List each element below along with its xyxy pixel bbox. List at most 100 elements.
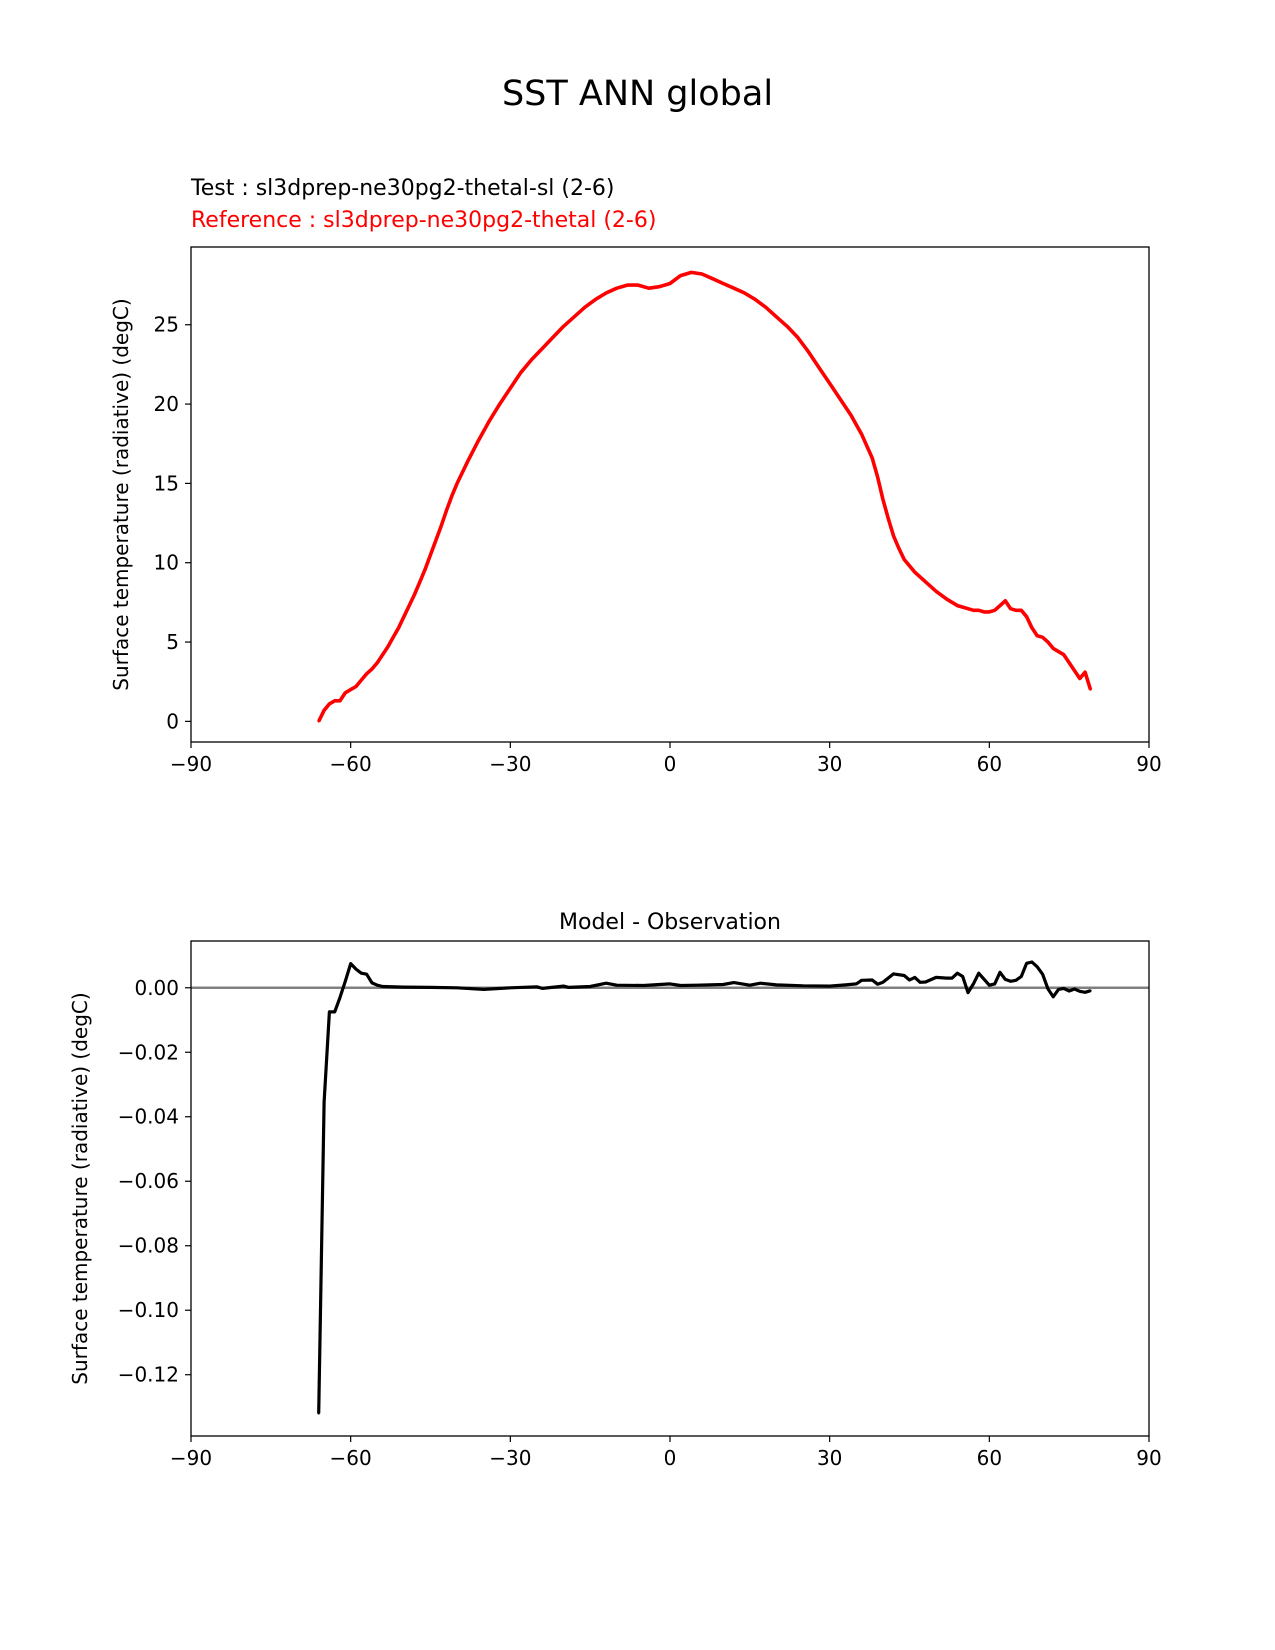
data-point <box>892 972 895 976</box>
data-point <box>732 981 736 984</box>
data-point <box>487 420 491 423</box>
data-point <box>376 984 379 987</box>
x-tick-label: −90 <box>170 752 212 776</box>
y-tick-label: −0.06 <box>118 1169 179 1193</box>
data-point <box>977 972 980 975</box>
data-point <box>871 978 874 982</box>
plot-frame <box>190 246 1150 743</box>
data-point <box>498 402 501 406</box>
data-point <box>722 282 725 285</box>
x-tick-label: −30 <box>489 1446 531 1470</box>
data-point <box>764 306 767 309</box>
data-point <box>908 978 911 982</box>
data-point <box>535 985 539 988</box>
data-point <box>397 626 400 629</box>
x-tick-label: 30 <box>817 1446 842 1470</box>
figure-title: SST ANN global <box>501 74 774 114</box>
data-point <box>828 984 831 988</box>
data-point <box>328 702 331 706</box>
data-point <box>604 291 608 295</box>
chart-panel-1: −90 −60 −30 0 30 60 90 0 5 10 15 20 25 Surface temper… <box>109 246 1162 776</box>
panel-title: Model - Observation <box>559 910 781 935</box>
data-point <box>839 398 842 401</box>
y-tick-label: −0.04 <box>118 1105 179 1129</box>
data-point <box>934 976 938 979</box>
data-point <box>658 285 661 288</box>
data-point <box>1083 671 1087 674</box>
data-point <box>567 986 571 989</box>
x-tick-label: 60 <box>977 1446 1002 1470</box>
y-tick-label: −0.10 <box>118 1298 179 1322</box>
data-point <box>455 986 459 989</box>
data-point <box>466 460 469 463</box>
data-point <box>998 604 1002 607</box>
data-point <box>402 985 406 989</box>
x-tick-label: −60 <box>330 752 372 776</box>
data-point <box>589 985 592 988</box>
data-point <box>903 558 906 561</box>
data-point <box>1062 653 1066 656</box>
data-point <box>370 667 374 671</box>
data-point <box>743 291 746 295</box>
data-point <box>668 282 672 285</box>
data-point <box>1057 650 1060 653</box>
data-point <box>626 283 629 287</box>
data-point <box>445 509 448 512</box>
y-tick-label: −0.02 <box>118 1040 179 1064</box>
data-point <box>945 598 948 601</box>
data-point <box>700 272 704 276</box>
data-point <box>945 976 948 980</box>
data-point <box>1046 640 1050 644</box>
data-point <box>924 580 927 583</box>
data-point <box>1036 634 1039 637</box>
data-point <box>988 610 991 614</box>
data-point <box>1068 661 1071 664</box>
data-point <box>807 350 810 353</box>
data-point <box>998 971 1002 974</box>
data-point <box>365 672 368 675</box>
y-axis-label: Surface temperature (radiative) (degC) <box>109 298 133 690</box>
data-point <box>647 287 650 290</box>
data-point <box>642 984 645 987</box>
data-point <box>903 974 906 977</box>
data-point <box>1089 989 1092 992</box>
data-point <box>828 382 831 385</box>
data-point <box>413 593 416 596</box>
data-point <box>1020 975 1023 978</box>
data-point <box>562 984 565 988</box>
data-point <box>541 987 544 990</box>
data-point <box>583 306 586 309</box>
data-point <box>360 972 363 975</box>
data-point <box>434 539 437 542</box>
data-point <box>1078 677 1082 680</box>
data-point <box>817 366 821 369</box>
data-point <box>344 691 347 694</box>
data-point <box>1020 609 1023 612</box>
data-point <box>690 271 693 274</box>
data-point <box>1052 647 1055 650</box>
data-point <box>349 688 352 691</box>
data-point <box>424 567 427 571</box>
y-tick-label: 0.00 <box>134 976 179 1000</box>
plot-frame <box>190 940 1150 1437</box>
x-tick-label: −90 <box>170 1446 212 1470</box>
data-point <box>732 287 736 290</box>
data-point <box>961 975 964 978</box>
data-point <box>322 1101 326 1104</box>
data-point <box>1052 995 1055 998</box>
data-point <box>594 298 597 301</box>
data-point <box>897 547 901 550</box>
data-point <box>1004 978 1007 981</box>
data-point <box>956 604 959 607</box>
data-point <box>349 962 352 965</box>
data-point <box>450 494 453 498</box>
data-point <box>1041 636 1044 639</box>
data-point <box>1062 987 1066 990</box>
data-point <box>1041 973 1044 976</box>
x-tick-label: 0 <box>664 1446 677 1470</box>
data-point <box>1025 962 1028 965</box>
y-tick-label: −0.08 <box>118 1234 179 1258</box>
data-point <box>876 983 879 986</box>
data-point <box>573 315 576 318</box>
data-point <box>754 298 757 301</box>
